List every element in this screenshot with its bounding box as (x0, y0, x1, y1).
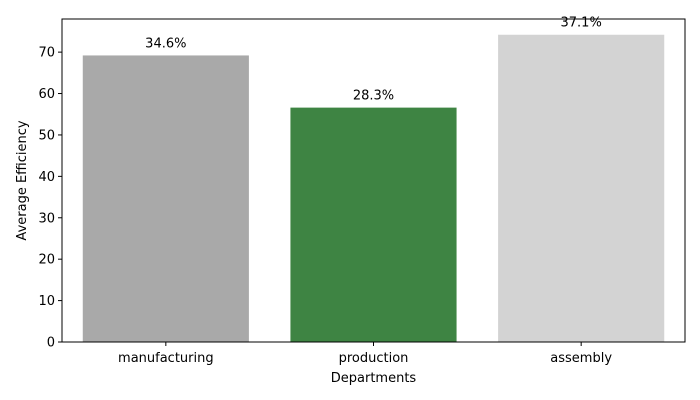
y-tick-label: 30 (38, 211, 55, 226)
x-tick-label: assembly (550, 351, 612, 366)
y-tick-label: 10 (38, 294, 55, 309)
y-axis: 0 10 20 30 40 50 60 70 (38, 46, 62, 351)
bars-group (82, 34, 665, 342)
plot-frame (61, 18, 686, 343)
y-tick-label: 40 (38, 170, 55, 185)
bar-manufacturing (82, 55, 249, 342)
bar-assembly (498, 34, 665, 342)
x-axis: manufacturing production assembly (118, 342, 612, 366)
x-tick-label: manufacturing (118, 351, 214, 366)
y-tick-label: 50 (38, 128, 55, 143)
bar-production (290, 107, 457, 342)
data-label-production: 28.3% (353, 89, 394, 104)
y-tick-label: 0 (47, 336, 55, 351)
y-tick-label: 20 (38, 253, 55, 268)
y-axis-title: Average Efficiency (15, 120, 30, 240)
x-axis-title: Departments (331, 371, 417, 386)
x-tick-label: production (339, 351, 409, 366)
data-label-assembly: 37.1% (561, 16, 602, 31)
data-label-manufacturing: 34.6% (145, 36, 186, 51)
y-tick-label: 60 (38, 87, 55, 102)
y-tick-label: 70 (38, 46, 55, 61)
